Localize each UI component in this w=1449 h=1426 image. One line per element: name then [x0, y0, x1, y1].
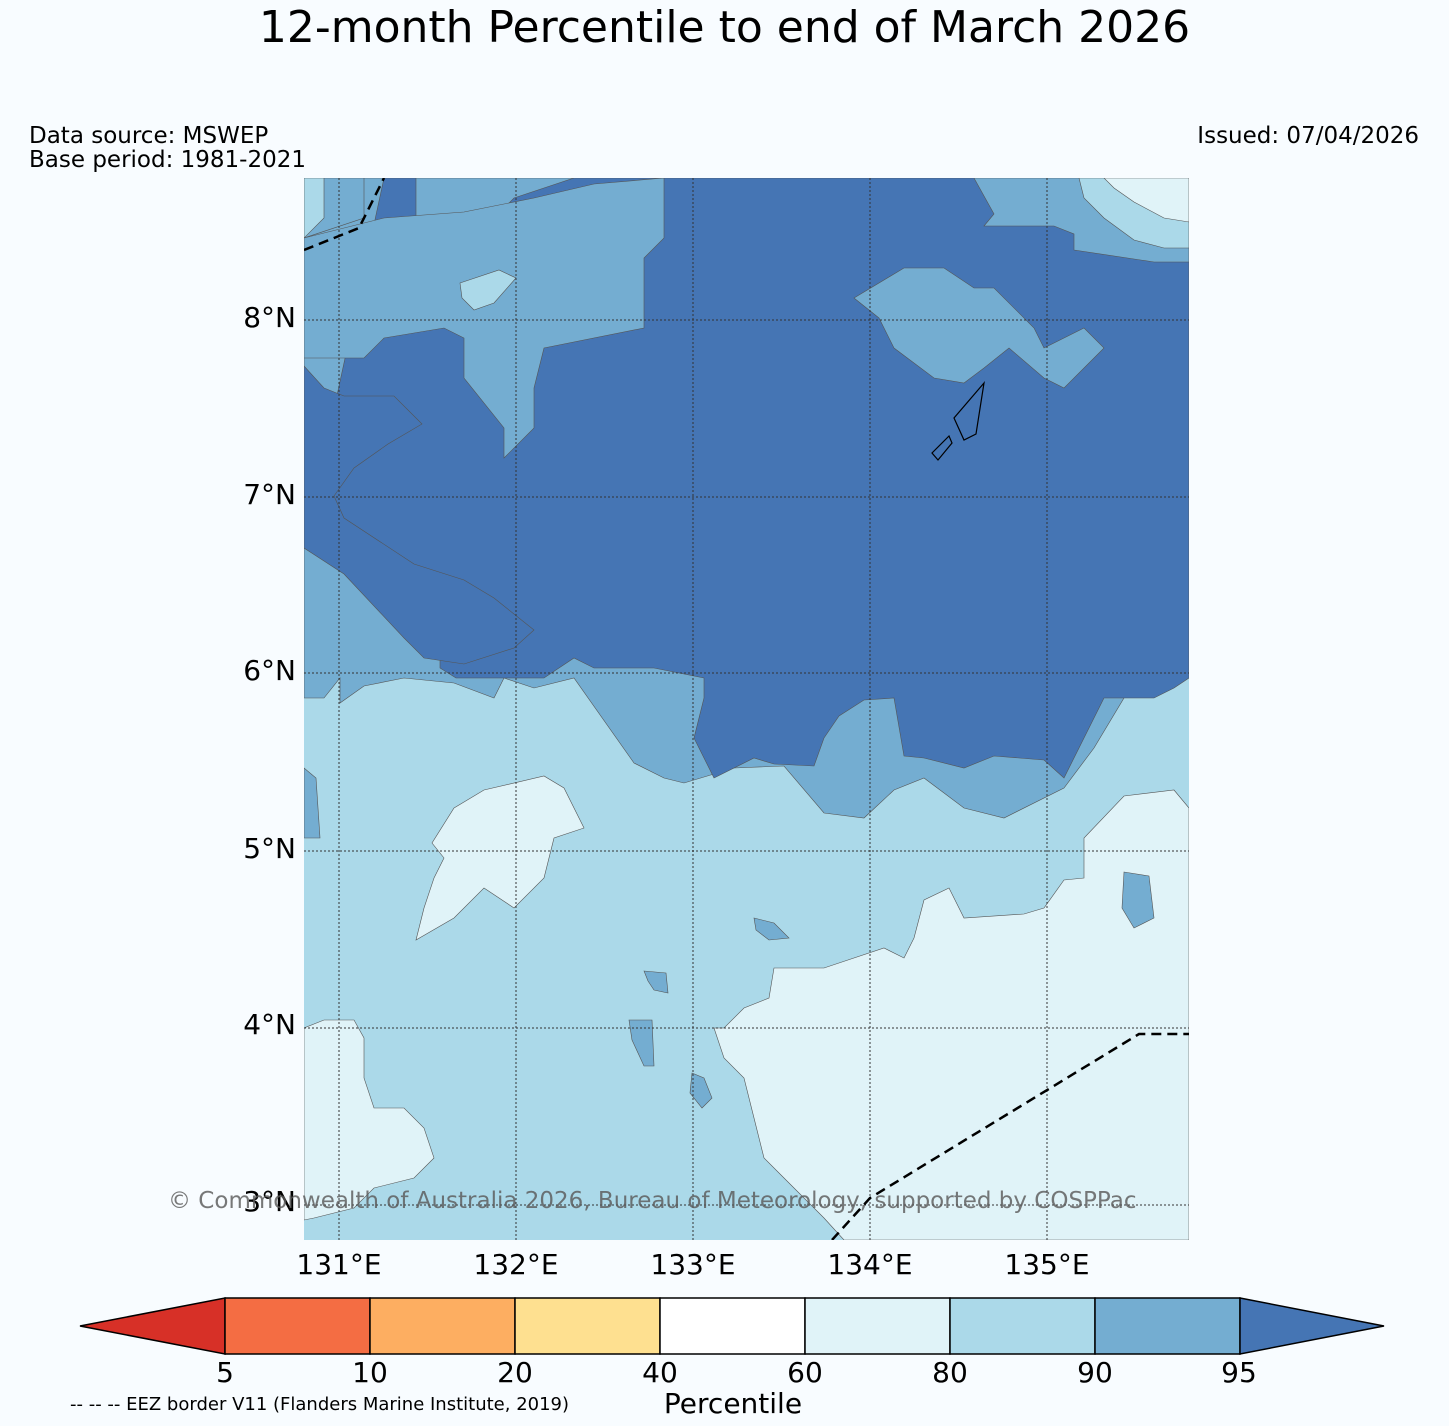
colorbar-extend-low [79, 1297, 226, 1355]
band-60-80-central [415, 775, 585, 941]
band-90-95-spot-e [304, 767, 321, 839]
lat-label-7n: 7°N [243, 478, 296, 511]
island-outline [931, 381, 985, 461]
band-90-95-pocket-ne [853, 267, 1105, 389]
colorbar-extend-high [1239, 1297, 1385, 1355]
colorbar-tick-5: 5 [216, 1356, 234, 1389]
colorbar-40-60 [659, 1297, 806, 1355]
colorbar-tick-95: 95 [1221, 1356, 1257, 1389]
band-90-95-pocket-nw [304, 178, 665, 459]
graticule [304, 178, 1189, 1240]
band-80-90-spot-1 [459, 269, 517, 311]
colorbar-tick-20: 20 [497, 1356, 533, 1389]
colorbar-label: Percentile [663, 1387, 803, 1420]
colorbar-90-95 [1094, 1297, 1241, 1355]
lat-label-3n: 3°N [243, 1185, 296, 1218]
colorbar-tick-60: 60 [787, 1356, 823, 1389]
colorbar-tick-80: 80 [932, 1356, 968, 1389]
issued-date: Issued: 07/04/2026 [1197, 123, 1419, 149]
colorbar [79, 1297, 1385, 1355]
data-source-text: Data source: MSWEP [29, 123, 269, 149]
band-60-80-sw [304, 1019, 435, 1221]
lat-label-5n: 5°N [243, 832, 296, 865]
eez-border-nw [304, 178, 386, 252]
band-90-95-spot-a [753, 917, 790, 941]
copyright-notice: © Commonwealth of Australia 2026, Bureau… [168, 1188, 1137, 1214]
band-80-90-spot-2 [304, 178, 325, 239]
band-90-95-spot-c [628, 1019, 655, 1067]
band-90-95-spot-b [643, 970, 669, 994]
eez-border-se [831, 1032, 1189, 1240]
lat-label-8n: 8°N [243, 301, 296, 334]
map-svg [304, 178, 1189, 1240]
lon-label-135e: 135°E [1004, 1248, 1090, 1281]
data-source-info: Data source: MSWEP Base period: 1981-202… [29, 124, 306, 172]
colorbar-10-20 [369, 1297, 516, 1355]
lon-label-132e: 132°E [473, 1248, 559, 1281]
map-title: 12-month Percentile to end of March 2026 [258, 2, 1191, 53]
colorbar-5-10 [224, 1297, 371, 1355]
lon-label-131e: 131°E [296, 1248, 382, 1281]
percentile-map [304, 178, 1189, 1240]
lat-label-6n: 6°N [243, 654, 296, 687]
lon-label-133e: 133°E [650, 1248, 736, 1281]
colorbar-20-40 [514, 1297, 661, 1355]
colorbar-tick-10: 10 [352, 1356, 388, 1389]
lat-label-4n: 4°N [243, 1008, 296, 1041]
band-60-80-ne-corner [1103, 178, 1189, 223]
colorbar-tick-40: 40 [642, 1356, 678, 1389]
band-90-95-spot-d [689, 1072, 713, 1109]
base-period-text: Base period: 1981-2021 [29, 147, 307, 173]
band-60-80-south [713, 789, 1189, 1240]
colorbar-tick-90: 90 [1077, 1356, 1113, 1389]
eez-border-note: -- -- -- EEZ border V11 (Flanders Marine… [70, 1394, 570, 1415]
colorbar-80-90 [949, 1297, 1096, 1355]
colorbar-60-80 [804, 1297, 951, 1355]
band-above-95-west [304, 365, 535, 665]
lon-label-134e: 134°E [827, 1248, 913, 1281]
band-90-95-spot-f [1121, 871, 1155, 929]
